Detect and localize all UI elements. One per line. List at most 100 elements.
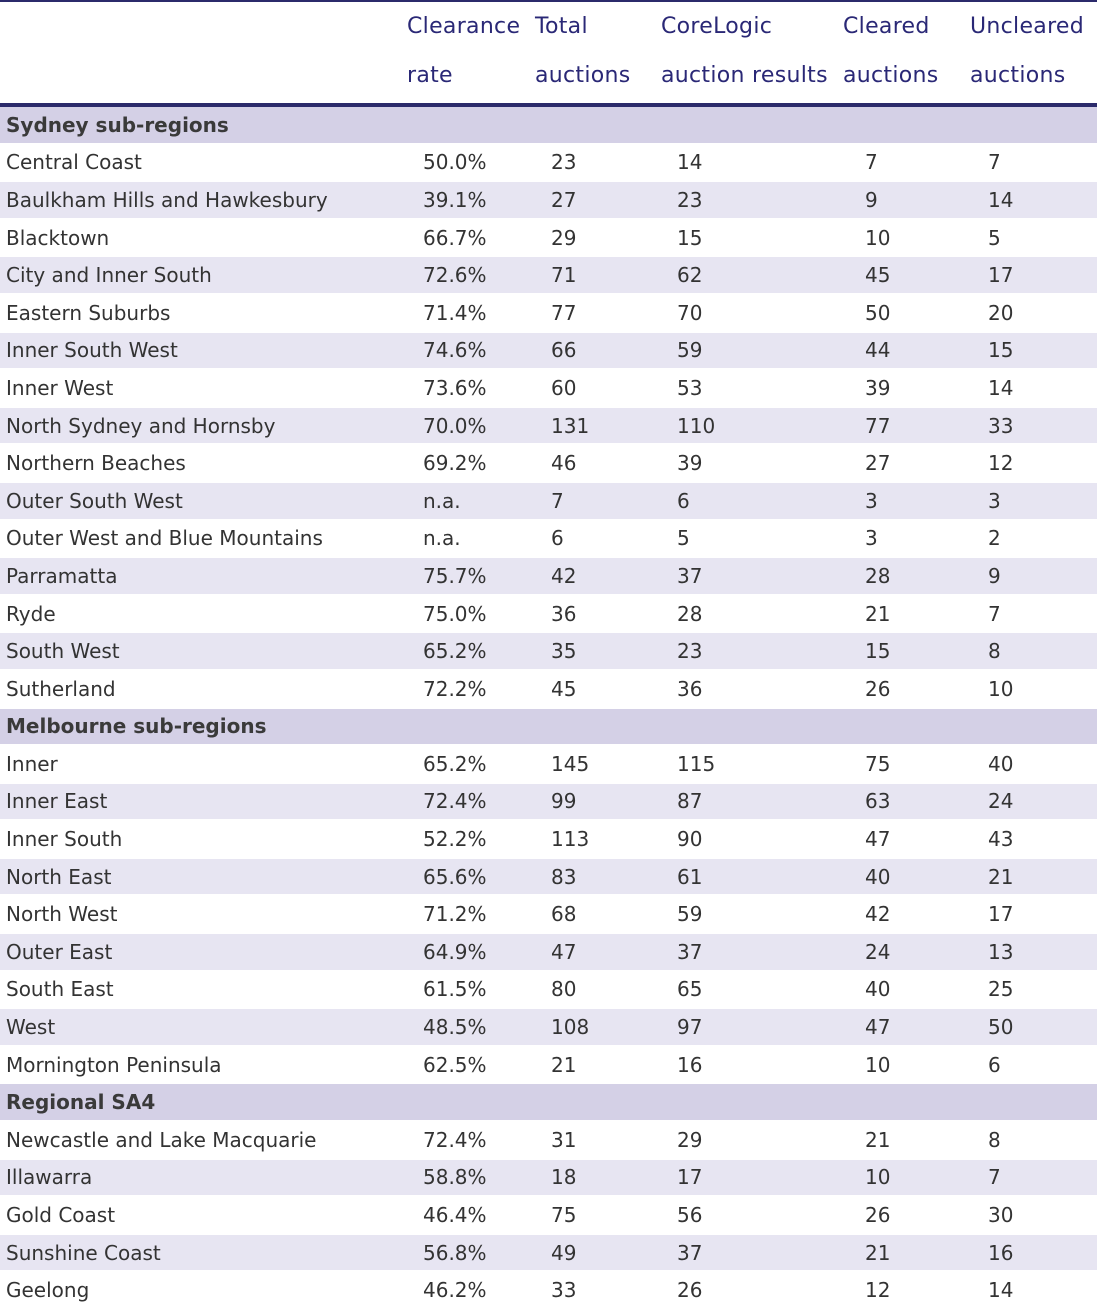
cleared-auctions-cell: 21 (843, 594, 970, 634)
corelogic-results-cell: 39 (661, 444, 843, 483)
region-cell: Eastern Suburbs (0, 293, 407, 333)
uncleared-auctions-cell: 6 (970, 1045, 1097, 1085)
clearance-rate-cell: 71.4% (407, 293, 535, 333)
cleared-auctions-cell: 40 (843, 857, 970, 897)
region-cell: Mornington Peninsula (0, 1045, 407, 1085)
table-row: Newcastle and Lake Macquarie 72.4% 31 29 21 8 (0, 1121, 1097, 1160)
table-row: North West 71.2% 68 59 42 17 (0, 895, 1097, 935)
region-cell: Inner South West (0, 331, 407, 371)
table-row: Geelong 46.2% 33 26 12 14 (0, 1271, 1097, 1310)
corelogic-results-cell: 62 (661, 256, 843, 295)
total-auctions-cell: 108 (535, 1008, 661, 1047)
uncleared-auctions-cell: 16 (970, 1233, 1097, 1273)
region-cell: Outer South West (0, 481, 407, 521)
clearance-rate-cell: 66.7% (407, 218, 535, 258)
clearance-rate-cell: 72.6% (407, 256, 535, 295)
header-total-auctions: Total auctions (535, 2, 661, 107)
table-row: South West 65.2% 35 23 15 8 (0, 632, 1097, 671)
uncleared-auctions-cell: 8 (970, 1121, 1097, 1160)
region-cell: Sutherland (0, 669, 407, 709)
region-cell: Illawarra (0, 1158, 407, 1198)
corelogic-results-cell: 28 (661, 594, 843, 634)
total-auctions-cell: 18 (535, 1158, 661, 1198)
uncleared-auctions-cell: 7 (970, 1158, 1097, 1198)
table-row: Ryde 75.0% 36 28 21 7 (0, 594, 1097, 634)
region-cell: City and Inner South (0, 256, 407, 295)
table-row: Inner South West 74.6% 66 59 44 15 (0, 331, 1097, 371)
total-auctions-cell: 29 (535, 218, 661, 258)
table-row: Blacktown 66.7% 29 15 10 5 (0, 218, 1097, 258)
corelogic-results-cell: 115 (661, 745, 843, 784)
table-row: West 48.5% 108 97 47 50 (0, 1008, 1097, 1047)
region-cell: Northern Beaches (0, 444, 407, 483)
header-clearance-rate-line1: Clearance (407, 14, 521, 39)
uncleared-auctions-cell: 7 (970, 143, 1097, 183)
total-auctions-cell: 145 (535, 745, 661, 784)
total-auctions-cell: 36 (535, 594, 661, 634)
total-auctions-cell: 66 (535, 331, 661, 371)
cleared-auctions-cell: 9 (843, 181, 970, 220)
region-cell: Inner West (0, 369, 407, 408)
total-auctions-cell: 68 (535, 895, 661, 935)
uncleared-auctions-cell: 5 (970, 218, 1097, 258)
uncleared-auctions-cell: 17 (970, 895, 1097, 935)
cleared-auctions-cell: 63 (843, 782, 970, 822)
total-auctions-cell: 99 (535, 782, 661, 822)
region-cell: Central Coast (0, 143, 407, 183)
clearance-rate-cell: 71.2% (407, 895, 535, 935)
region-cell: Inner South (0, 820, 407, 859)
header-cleared-auctions-line1: Cleared (843, 14, 930, 39)
corelogic-results-cell: 110 (661, 406, 843, 446)
total-auctions-cell: 71 (535, 256, 661, 295)
table-row: North East 65.6% 83 61 40 21 (0, 857, 1097, 897)
section-header-row: Sydney sub-regions (0, 105, 1097, 145)
total-auctions-cell: 27 (535, 181, 661, 220)
total-auctions-cell: 83 (535, 857, 661, 897)
uncleared-auctions-cell: 21 (970, 857, 1097, 897)
corelogic-results-cell: 59 (661, 895, 843, 935)
clearance-rate-cell: 75.7% (407, 557, 535, 596)
section-title: Sydney sub-regions (0, 105, 1097, 145)
header-uncleared-auctions: Uncleared auctions (970, 2, 1097, 107)
total-auctions-cell: 42 (535, 557, 661, 596)
clearance-rate-cell: 74.6% (407, 331, 535, 371)
corelogic-results-cell: 87 (661, 782, 843, 822)
total-auctions-cell: 49 (535, 1233, 661, 1273)
cleared-auctions-cell: 10 (843, 218, 970, 258)
total-auctions-cell: 80 (535, 970, 661, 1010)
region-cell: Inner (0, 745, 407, 784)
corelogic-results-cell: 6 (661, 481, 843, 521)
uncleared-auctions-cell: 50 (970, 1008, 1097, 1047)
uncleared-auctions-cell: 8 (970, 632, 1097, 671)
corelogic-results-cell: 17 (661, 1158, 843, 1198)
corelogic-results-cell: 16 (661, 1045, 843, 1085)
cleared-auctions-cell: 39 (843, 369, 970, 408)
clearance-rate-cell: 70.0% (407, 406, 535, 446)
region-cell: North Sydney and Hornsby (0, 406, 407, 446)
corelogic-results-cell: 37 (661, 1233, 843, 1273)
uncleared-auctions-cell: 25 (970, 970, 1097, 1010)
table-row: Outer East 64.9% 47 37 24 13 (0, 933, 1097, 972)
corelogic-results-cell: 53 (661, 369, 843, 408)
clearance-rate-cell: 65.2% (407, 632, 535, 671)
cleared-auctions-cell: 40 (843, 970, 970, 1010)
section-header-row: Melbourne sub-regions (0, 707, 1097, 747)
region-cell: Geelong (0, 1271, 407, 1310)
header-clearance-rate: Clearance rate (407, 2, 535, 107)
table-header-row: Clearance rate Total auctions CoreLogic … (0, 2, 1097, 107)
region-cell: Gold Coast (0, 1196, 407, 1235)
uncleared-auctions-cell: 10 (970, 669, 1097, 709)
region-cell: Newcastle and Lake Macquarie (0, 1121, 407, 1160)
uncleared-auctions-cell: 13 (970, 933, 1097, 972)
uncleared-auctions-cell: 14 (970, 369, 1097, 408)
cleared-auctions-cell: 50 (843, 293, 970, 333)
uncleared-auctions-cell: 15 (970, 331, 1097, 371)
region-cell: North East (0, 857, 407, 897)
total-auctions-cell: 131 (535, 406, 661, 446)
corelogic-results-cell: 61 (661, 857, 843, 897)
table-row: City and Inner South 72.6% 71 62 45 17 (0, 256, 1097, 295)
cleared-auctions-cell: 42 (843, 895, 970, 935)
table-row: Northern Beaches 69.2% 46 39 27 12 (0, 444, 1097, 483)
region-cell: Outer West and Blue Mountains (0, 519, 407, 559)
